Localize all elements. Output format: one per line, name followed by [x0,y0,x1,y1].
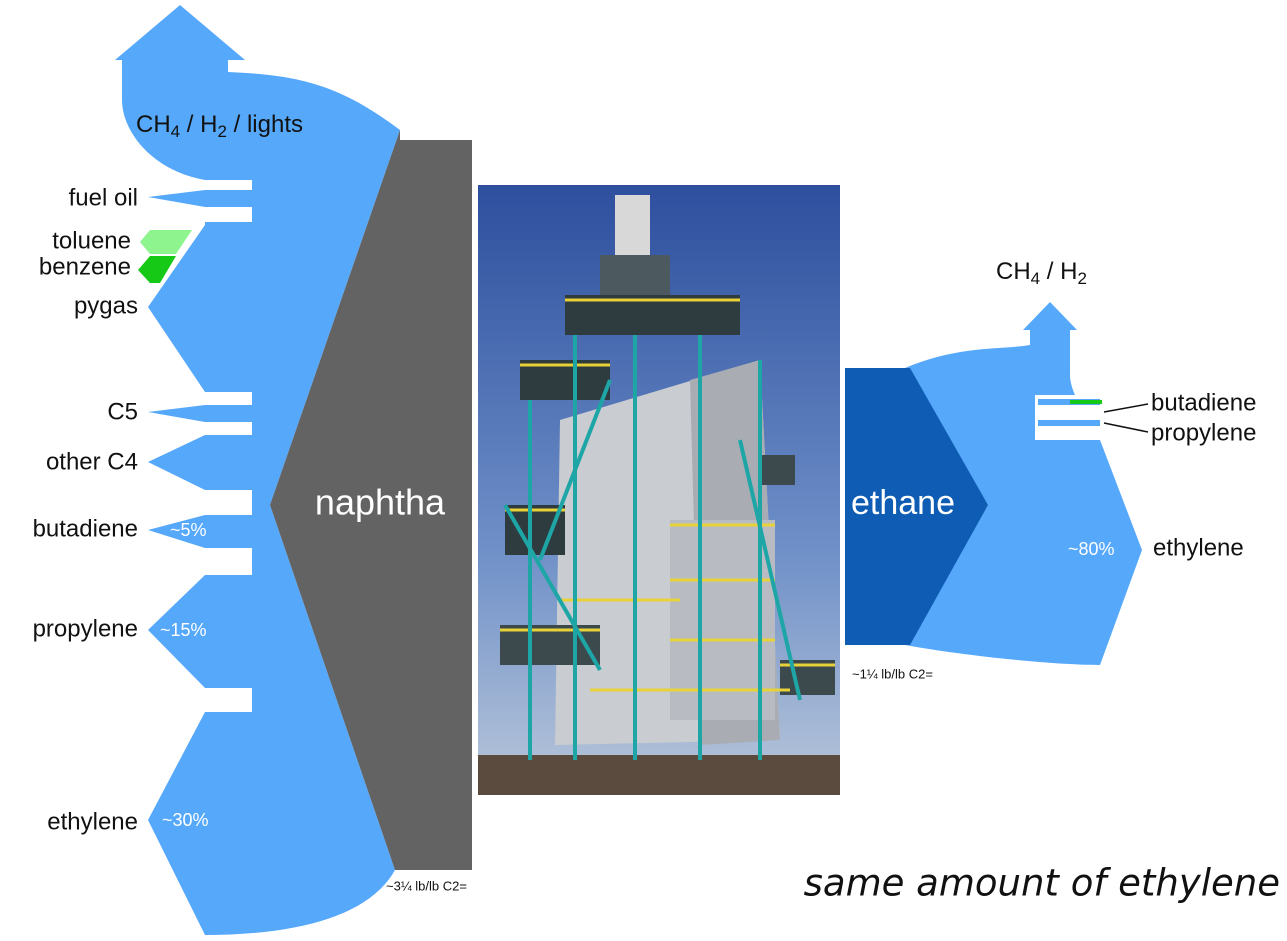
text-part: CH [136,111,171,138]
butadiene-tip [1070,400,1102,404]
photo-detail [478,755,840,795]
ratio-label: ~1¼ lb/lb C2= [852,666,933,681]
product-label: butadiene [1151,389,1256,416]
product-label: C5 [107,398,138,425]
naphtha-feed [270,130,472,870]
subscript: 4 [171,122,180,141]
benzene-flow [138,256,176,283]
photo-detail [738,439,802,701]
product-label: fuel oil [69,184,138,211]
text-part: / H [180,111,217,138]
gap [200,392,252,405]
photo-detail [538,379,612,561]
product-label: butadiene [33,515,138,542]
product-label: benzene [39,253,131,280]
photo-detail [500,298,835,692]
photo-detail [600,255,670,295]
gap [200,207,252,222]
ethane-feed [845,368,988,645]
photo-detail [565,295,740,335]
naphtha-products-flow [115,5,400,935]
photo-detail [615,195,650,255]
flow-gaps [200,180,252,712]
photo-detail [503,335,802,760]
furnace-photo [478,185,840,795]
subscript: 4 [1031,269,1040,288]
product-label: pygas [74,292,138,319]
lights-label: CH4 / H2 [996,258,1087,288]
feed-label: naphtha [315,482,446,523]
photo-detail [760,455,795,485]
ethane-products-flow [905,302,1142,665]
ratio-label: ~3¼ lb/lb C2= [386,878,467,893]
propylene-flow [1038,420,1100,426]
product-label: ethylene [47,808,138,835]
share-label: ~80% [1068,539,1115,559]
gap [200,422,252,435]
subscript: 2 [217,122,226,141]
text-part: / lights [227,111,303,138]
text-part: / H [1040,258,1077,285]
photo-detail [520,360,610,400]
butadiene-flow [1038,399,1100,405]
share-label: ~15% [160,620,207,640]
product-label: toluene [52,227,131,254]
share-label: ~5% [170,520,207,540]
photo-detail [670,520,775,720]
gap [200,548,252,575]
gap [200,688,252,712]
text-part: CH [996,258,1031,285]
gap [200,180,252,190]
lights-label: CH4 / H2 / lights [136,111,303,141]
gap [200,490,252,515]
photo-detail [503,504,602,671]
product-label: propylene [1151,419,1256,446]
product-label: other C4 [46,448,138,475]
toluene-flow [140,230,192,254]
feed-label: ethane [851,484,955,522]
subscript: 2 [1077,269,1086,288]
product-label: propylene [33,615,138,642]
caption: same amount of ethylene [804,862,1280,905]
leader-line [1103,403,1149,413]
photo-detail [505,505,565,555]
product-label: ethylene [1153,534,1244,561]
leader-line [1103,422,1149,433]
share-label: ~30% [162,810,209,830]
